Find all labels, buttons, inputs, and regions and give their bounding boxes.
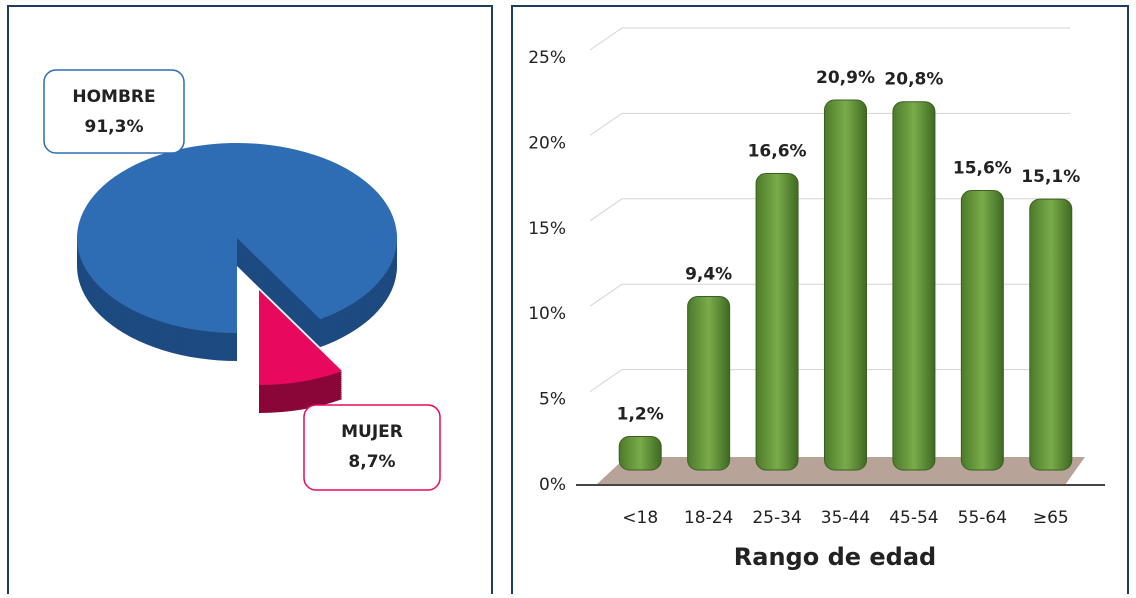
bar [1029, 198, 1073, 471]
right-panel [511, 5, 1129, 598]
bar [687, 295, 731, 471]
value-label: 15,6% [953, 159, 1012, 179]
grid-line [589, 27, 1070, 51]
left-panel [7, 5, 493, 598]
bar [960, 190, 1004, 471]
category-label: HOMBRE [72, 87, 155, 107]
x-tick-label: 25-34 [752, 508, 801, 528]
category-label: MUJER [341, 422, 403, 442]
y-tick-label: 15% [528, 219, 566, 239]
pie-slice [259, 290, 343, 385]
y-tick-label: 5% [539, 390, 566, 410]
x-tick-label: ≥65 [1033, 508, 1069, 528]
bar-chart: 0% 5% 10% 15% 20% 25% 1,2% <18 9,4% 18-24 16,6% 25-… [528, 27, 1105, 571]
bar [824, 99, 867, 471]
x-tick-label: <18 [622, 508, 658, 528]
y-tick-label: 10% [528, 304, 566, 324]
pie-chart: HOMBRE 91,3% MUJER 8,7% [43, 69, 441, 491]
y-tick-label: 20% [528, 133, 566, 153]
y-tick-label: 0% [539, 475, 566, 495]
value-label: 20,9% [816, 68, 875, 88]
pie-slice [76, 143, 397, 333]
x-axis-label: Rango de edad [734, 543, 936, 571]
value-label: 16,6% [748, 141, 807, 161]
x-tick-label: 35-44 [821, 508, 870, 528]
label-box [303, 404, 441, 491]
value-label: 1,2% [617, 405, 664, 425]
value-label: 8,7% [348, 452, 395, 472]
value-label: 91,3% [85, 117, 144, 137]
y-tick-label: 25% [528, 48, 566, 68]
bar [892, 101, 936, 471]
bar [618, 436, 662, 471]
value-label: 9,4% [685, 264, 732, 284]
x-tick-label: 45-54 [889, 508, 938, 528]
x-tick-label: 55-64 [958, 508, 1007, 528]
value-label: 20,8% [884, 70, 943, 90]
value-label: 15,1% [1021, 167, 1080, 187]
label-box [43, 69, 185, 154]
bar [755, 172, 799, 471]
x-tick-label: 18-24 [684, 508, 733, 528]
